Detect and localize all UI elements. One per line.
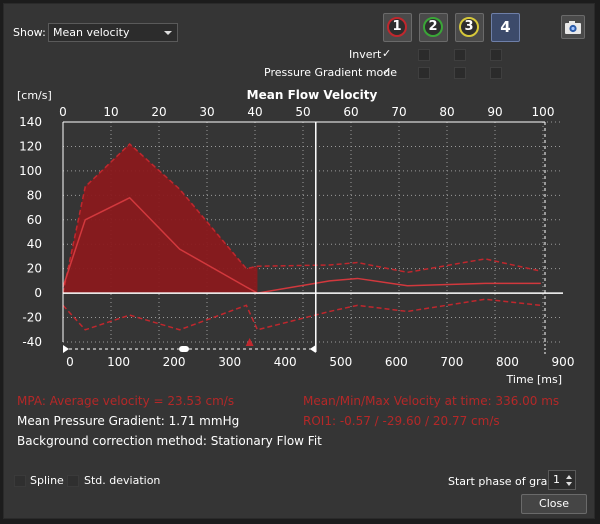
y-tick-label: 120 — [19, 139, 42, 153]
background-correction: Background correction method: Stationary… — [17, 434, 322, 448]
roi-button-2[interactable]: 2 — [419, 13, 448, 42]
screenshot-button[interactable] — [561, 15, 585, 39]
y-tick-label: 80 — [27, 188, 42, 202]
y-tick-label: 100 — [19, 164, 42, 178]
invert-roi2-checkbox[interactable] — [418, 49, 430, 61]
chart-xlabel: Time [ms] — [506, 373, 562, 386]
close-button[interactable]: Close — [521, 494, 587, 514]
chevron-up-icon[interactable] — [566, 475, 572, 479]
chart-ylabel: [cm/s] — [17, 89, 52, 102]
invert-roi4-checkbox[interactable] — [490, 49, 502, 61]
spline-label: Spline — [30, 474, 64, 487]
y-tick-label: -20 — [22, 311, 42, 325]
y-tick-label: 0 — [34, 286, 42, 300]
show-select-value: Mean velocity — [53, 26, 130, 39]
roi1-values: ROI1: -0.57 / -29.60 / 20.77 cm/s — [303, 414, 500, 428]
chart-series — [62, 142, 541, 331]
pressure-roi2-checkbox[interactable] — [418, 67, 430, 79]
chart-title: Mean Flow Velocity — [247, 88, 378, 102]
invert-label: Invert — [349, 48, 382, 61]
x-tick-label: 800 — [496, 355, 519, 369]
top-tick-label: 60 — [343, 105, 358, 119]
pressure-roi1-checkbox[interactable]: ✓ — [382, 65, 392, 78]
roi-label-2: 2 — [423, 17, 443, 37]
roi-button-4[interactable]: 4 — [491, 13, 520, 42]
x-tick-label: 400 — [274, 355, 297, 369]
x-tick-label: 300 — [218, 355, 241, 369]
y-tick-label: 140 — [19, 115, 42, 129]
top-tick-label: 80 — [439, 105, 454, 119]
top-tick-label: 40 — [247, 105, 262, 119]
pressure-roi3-checkbox[interactable] — [454, 67, 466, 79]
chart-grid — [62, 121, 563, 343]
series-fill-area — [63, 144, 258, 294]
x-tick-label: 500 — [329, 355, 352, 369]
x-tick-label: 700 — [440, 355, 463, 369]
series-min-line — [62, 298, 541, 331]
range-end-handle — [309, 345, 316, 353]
top-tick-label: 100 — [532, 105, 555, 119]
mpa-average-velocity: MPA: Average velocity = 23.53 cm/s — [17, 394, 235, 408]
chart-axes — [62, 121, 563, 355]
y-tick-label: 40 — [27, 237, 42, 251]
range-start-handle — [63, 345, 69, 353]
spline-checkbox[interactable] — [14, 475, 26, 487]
roi-button-1[interactable]: 1 — [383, 13, 412, 42]
y-tick-label: -40 — [22, 335, 42, 349]
camera-icon — [565, 21, 581, 34]
x-tick-label: 100 — [107, 355, 130, 369]
std-deviation-label: Std. deviation — [84, 474, 161, 487]
start-phase-value: 1 — [553, 473, 560, 486]
top-tick-label: 70 — [391, 105, 406, 119]
mean-pressure-gradient: Mean Pressure Gradient: 1.71 mmHg — [17, 414, 240, 428]
top-tick-label: 90 — [487, 105, 502, 119]
x-tick-label: 600 — [385, 355, 408, 369]
start-phase-label: Start phase of graph — [448, 475, 562, 488]
x-tick-label: 900 — [552, 355, 575, 369]
roi-label-4: 4 — [500, 18, 511, 36]
mean-min-max-velocity: Mean/Min/Max Velocity at time: 336.00 ms — [303, 394, 560, 408]
top-tick-label: 0 — [59, 105, 67, 119]
top-tick-label: 30 — [199, 105, 214, 119]
time-marker — [245, 338, 254, 346]
top-tick-label: 50 — [295, 105, 310, 119]
series-max-line — [62, 142, 541, 294]
chevron-down-icon[interactable] — [566, 482, 572, 486]
show-label: Show: — [13, 26, 46, 39]
show-select[interactable]: Mean velocity — [48, 23, 178, 42]
range-mid-handle — [179, 346, 189, 352]
roi-label-3: 3 — [459, 17, 479, 37]
roi-label-1: 1 — [387, 17, 407, 37]
pressure-roi4-checkbox[interactable] — [490, 67, 502, 79]
x-tick-label: 200 — [163, 355, 186, 369]
top-tick-label: 20 — [151, 105, 166, 119]
chevron-down-icon — [164, 31, 172, 35]
x-tick-label: 0 — [66, 355, 74, 369]
y-tick-label: 60 — [27, 213, 42, 227]
invert-roi1-checkbox[interactable]: ✓ — [382, 47, 392, 60]
pressure-gradient-label: Pressure Gradient mode — [264, 66, 398, 79]
invert-roi3-checkbox[interactable] — [454, 49, 466, 61]
start-phase-spinbox[interactable]: 1 — [548, 470, 576, 490]
roi-button-3[interactable]: 3 — [455, 13, 484, 42]
y-tick-label: 20 — [27, 262, 42, 276]
top-tick-label: 10 — [103, 105, 118, 119]
std-deviation-checkbox[interactable] — [67, 475, 79, 487]
